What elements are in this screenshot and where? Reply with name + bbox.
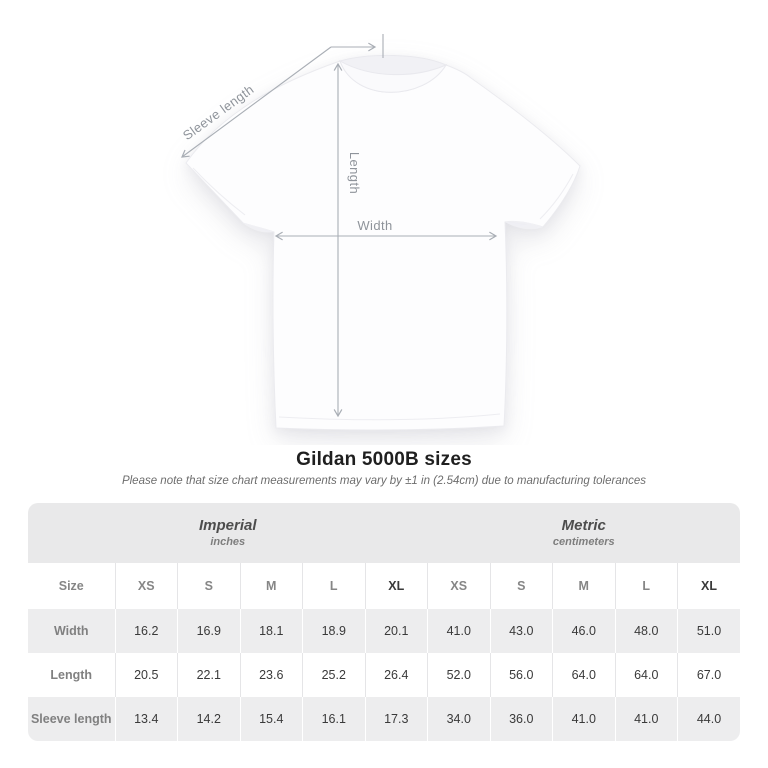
metric-unit: centimeters — [552, 536, 615, 548]
col-metric-xs: XS — [427, 563, 490, 609]
value-cell: 17.3 — [364, 697, 428, 741]
page-title: Gildan 5000B sizes — [296, 449, 472, 470]
metric-title: Metric — [561, 517, 606, 534]
value-cell: 23.6 — [239, 653, 303, 697]
value-cell: 16.1 — [302, 697, 365, 741]
col-imperial-xl: XL — [364, 563, 428, 609]
value-cell: 41.0 — [614, 697, 678, 741]
tshirt-image — [185, 54, 581, 431]
value-cell: 26.4 — [364, 653, 428, 697]
value-cell: 22.1 — [177, 653, 240, 697]
value-cell: 64.0 — [552, 653, 615, 697]
col-imperial-s: S — [177, 563, 240, 609]
value-cell: 43.0 — [489, 609, 553, 653]
tshirt-measurement-diagram: Sleeve length Length Width — [180, 34, 581, 431]
unit-section-row: Imperial inches Metric centimeters — [28, 503, 740, 563]
section-metric: Metric centimeters — [427, 503, 740, 563]
value-cell: 41.0 — [552, 697, 615, 741]
value-cell: 52.0 — [427, 653, 490, 697]
value-cell: 18.9 — [302, 609, 365, 653]
tolerance-note: Please note that size chart measurements… — [121, 475, 647, 487]
value-cell: 20.5 — [114, 653, 178, 697]
col-metric-l: L — [614, 563, 678, 609]
tshirt-seams — [192, 167, 574, 421]
value-cell: 15.4 — [239, 697, 303, 741]
col-imperial-m: M — [239, 563, 303, 609]
size-table: Imperial inches Metric centimeters Size … — [28, 503, 740, 741]
value-cell: 48.0 — [614, 609, 678, 653]
imperial-title: Imperial — [198, 517, 257, 534]
value-cell: 64.0 — [614, 653, 678, 697]
row-label: Width — [53, 624, 89, 638]
width-label: Width — [357, 218, 392, 233]
table-row-width: Width 16.2 16.9 18.1 18.9 20.1 41.0 43.0… — [28, 609, 740, 653]
value-cell: 14.2 — [177, 697, 240, 741]
size-header-row: Size XS S M L XL XS S M L XL — [28, 563, 740, 609]
col-imperial-l: L — [302, 563, 365, 609]
row-label: Length — [50, 668, 93, 682]
table-row-length: Length 20.5 22.1 23.6 25.2 26.4 52.0 56.… — [28, 653, 740, 697]
col-metric-xl: XL — [677, 563, 740, 609]
value-cell: 44.0 — [677, 697, 740, 741]
col-metric-m: M — [552, 563, 615, 609]
value-cell: 16.9 — [177, 609, 240, 653]
value-cell: 13.4 — [114, 697, 178, 741]
value-cell: 67.0 — [677, 653, 740, 697]
col-imperial-xs: XS — [114, 563, 178, 609]
value-cell: 46.0 — [552, 609, 615, 653]
measurement-arrows — [181, 34, 498, 418]
length-label: Length — [347, 152, 362, 194]
size-column-header: Size — [28, 563, 115, 609]
imperial-unit: inches — [210, 536, 246, 548]
value-cell: 16.2 — [114, 609, 178, 653]
sleeve-arrow-diagonal — [181, 46, 332, 158]
col-metric-s: S — [489, 563, 553, 609]
value-cell: 25.2 — [302, 653, 365, 697]
value-cell: 56.0 — [489, 653, 553, 697]
row-label: Sleeve length — [30, 712, 112, 726]
tshirt-shading — [243, 221, 543, 233]
value-cell: 51.0 — [677, 609, 740, 653]
value-cell: 20.1 — [364, 609, 428, 653]
table-row-sleeve-length: Sleeve length 13.4 14.2 15.4 16.1 17.3 3… — [28, 697, 740, 741]
tshirt-collar-band — [339, 59, 448, 93]
section-imperial: Imperial inches — [28, 503, 428, 563]
value-cell: 18.1 — [239, 609, 303, 653]
value-cell: 34.0 — [427, 697, 490, 741]
value-cell: 41.0 — [427, 609, 490, 653]
value-cell: 36.0 — [489, 697, 553, 741]
